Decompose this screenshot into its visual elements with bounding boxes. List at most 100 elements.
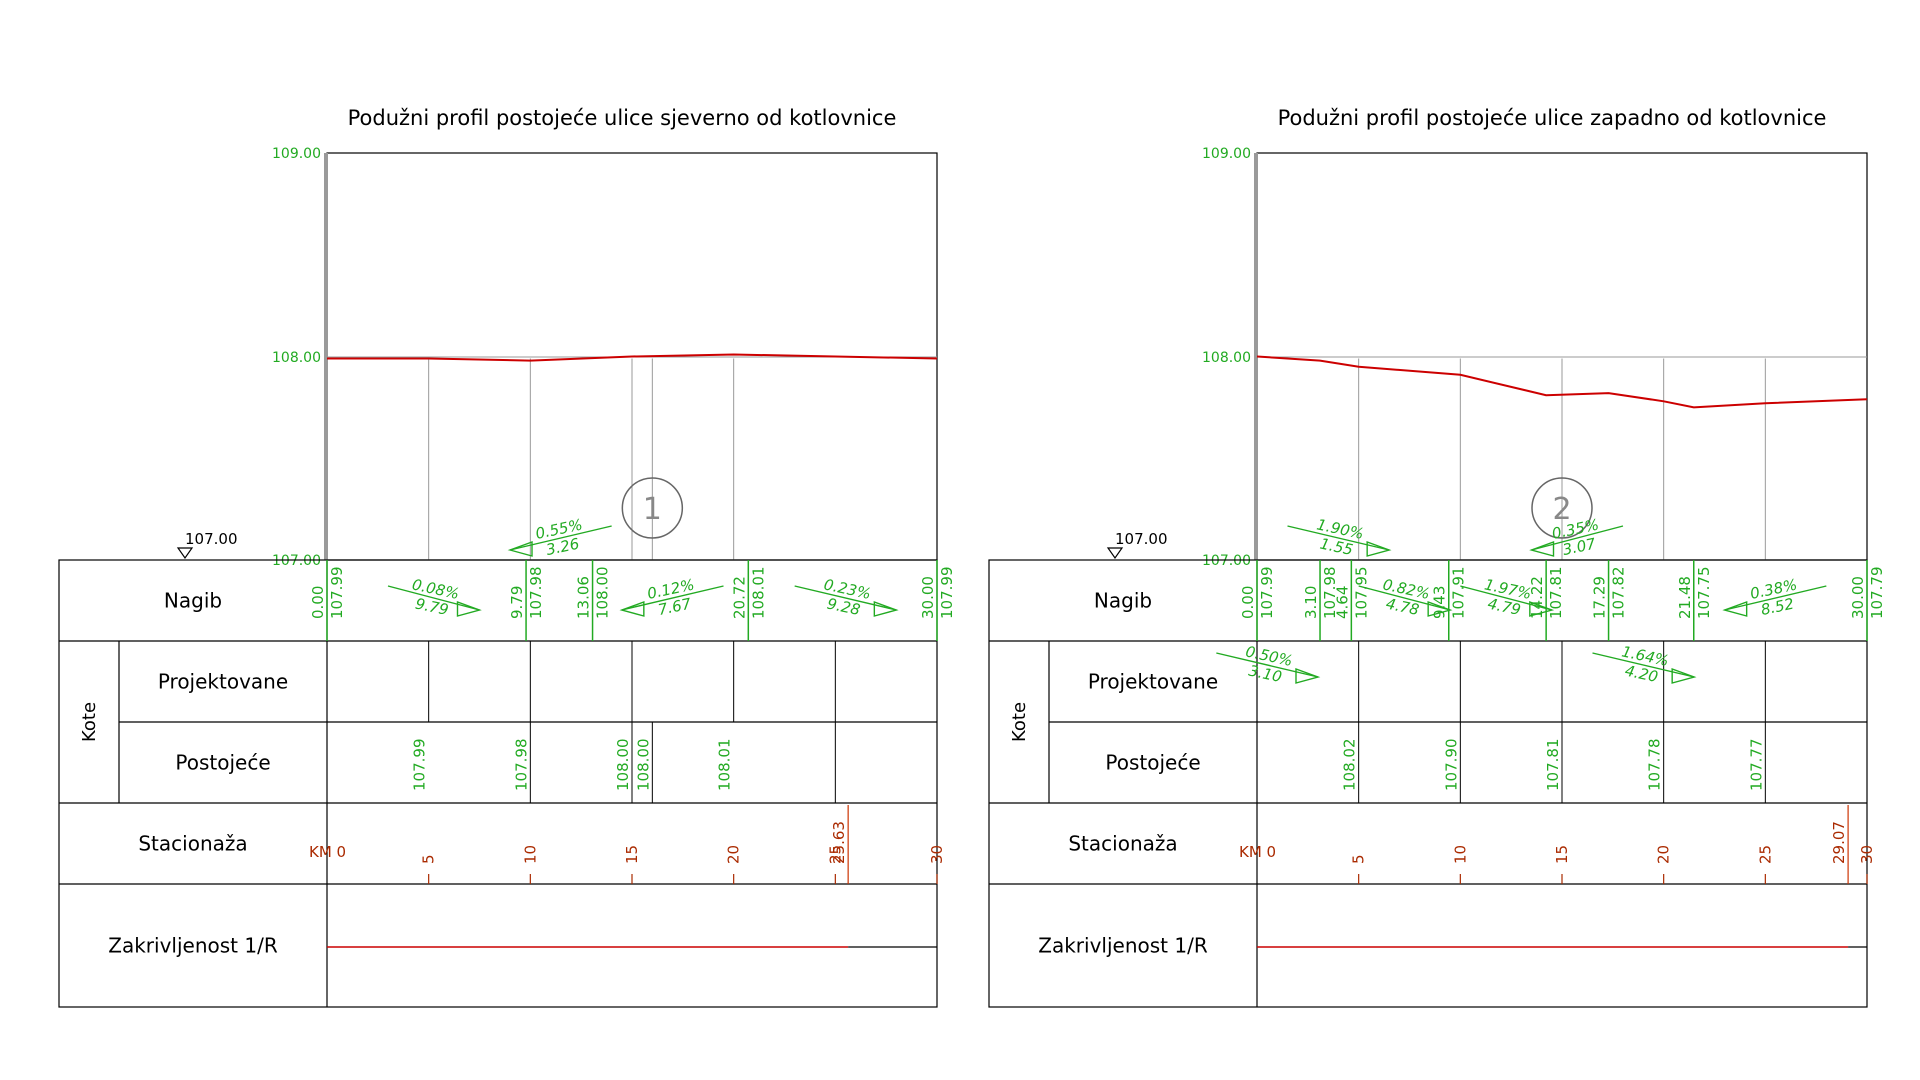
y-tick-label: 108.00: [272, 350, 321, 366]
nagib-elevation-value: 107.75: [1695, 567, 1713, 620]
nagib-elevation-value: 107.79: [1868, 567, 1886, 620]
nagib-station-value: 21.48: [1676, 576, 1694, 619]
slope-annotation: 0.08%9.79: [387, 575, 482, 619]
slope-line: [1460, 585, 1553, 611]
row-label-kote: Kote: [1009, 702, 1030, 742]
row-label-postojece: Postojeće: [175, 751, 270, 775]
nagib-elevation-value: 107.99: [328, 567, 346, 620]
slope-arrow-icon: [507, 541, 533, 557]
slope-annotation: 0.35%3.07: [1529, 515, 1624, 559]
axis-bar: [1254, 153, 1258, 560]
datum-triangle-icon: [176, 547, 194, 560]
postojece-value: 108.01: [716, 739, 734, 792]
terrain-profile-line: [1256, 355, 1868, 409]
slope-arrow-icon: [873, 601, 899, 617]
nagib-elevation-value: 107.98: [527, 567, 545, 620]
slope-arrow-icon: [1671, 668, 1697, 684]
slope-annotation: 0.55%3.26: [507, 515, 612, 559]
datum-label: 107.00: [185, 530, 238, 548]
slope-annotation: 1.90%1.55: [1287, 515, 1392, 559]
band-table-frame: [58, 559, 938, 1008]
slope-line: [1358, 585, 1451, 611]
station-tick-label: 30: [1858, 845, 1876, 864]
nagib-elevation-value: 108.00: [594, 567, 612, 620]
profile-marker-circle: [621, 477, 684, 539]
row-label-nagib: Nagib: [164, 589, 222, 613]
postojece-value: 107.81: [1544, 739, 1562, 792]
nagib-station-value: 0.00: [309, 586, 327, 619]
slope-arrow-icon: [1366, 541, 1392, 557]
nagib-elevation-value: 107.99: [1258, 567, 1276, 620]
slope-arrow-icon: [456, 601, 482, 617]
station-tick-label: 25: [1756, 845, 1774, 864]
y-tick-label: 109.00: [272, 146, 321, 162]
nagib-elevation-value: 107.91: [1450, 567, 1468, 620]
datum-triangle-icon: [1106, 547, 1124, 560]
slope-arrow-icon: [619, 601, 645, 617]
row-label-stacionaza: Stacionaža: [138, 832, 247, 856]
station-tick-label: 5: [1350, 854, 1368, 864]
slope-line: [1216, 652, 1319, 678]
special-station-label: 29.07: [1830, 821, 1848, 864]
station-tick-label: 15: [1553, 845, 1571, 864]
special-station-label: 25.63: [830, 821, 848, 864]
slope-line: [621, 585, 724, 611]
profile-marker-number: 2: [1552, 492, 1571, 527]
postojece-value: 107.78: [1646, 739, 1664, 792]
profile-marker-number: 1: [643, 492, 662, 527]
row-label-zakrivljenost: Zakrivljenost 1/R: [108, 934, 278, 958]
row-label-kote: Kote: [79, 702, 100, 742]
nagib-station-value: 20.72: [730, 576, 748, 619]
postojece-value: 108.00: [634, 739, 652, 792]
nagib-station-value: 17.29: [1591, 576, 1609, 619]
slope-line: [509, 525, 612, 551]
station-tick-label: 25: [826, 845, 844, 864]
row-label-projektovane: Projektovane: [1088, 670, 1218, 694]
y-tick-label: 107.00: [1202, 553, 1251, 569]
slope-annotation: 0.23%9.28: [794, 575, 899, 619]
slope-line: [1592, 652, 1695, 678]
row-label-nagib: Nagib: [1094, 589, 1152, 613]
postojece-value: 108.00: [614, 739, 632, 792]
postojece-value: 107.98: [512, 739, 530, 792]
nagib-station-value: 30.00: [919, 576, 937, 619]
nagib-station-value: 14.22: [1528, 576, 1546, 619]
slope-line: [387, 585, 480, 611]
postojece-value: 108.02: [1341, 739, 1359, 792]
profile-panel-1: Podužni profil postojeće ulice sjeverno …: [58, 106, 956, 1008]
station-tick-label: 10: [521, 845, 539, 864]
terrain-profile-line: [327, 353, 938, 362]
nagib-station-value: 13.06: [575, 576, 593, 619]
slope-annotation: 1.64%4.20: [1592, 642, 1697, 686]
y-tick-label: 107.00: [272, 553, 321, 569]
profile-marker-circle: [1531, 477, 1593, 539]
station-tick-label: 20: [1655, 845, 1673, 864]
nagib-station-value: 30.00: [1849, 576, 1867, 619]
slope-annotation: 0.50%3.10: [1216, 642, 1321, 686]
slope-arrow-icon: [1295, 668, 1321, 684]
slope-line: [1287, 525, 1390, 551]
slope-arrow-icon: [1427, 601, 1453, 617]
row-label-postojece: Postojeće: [1105, 751, 1200, 775]
slope-line: [794, 585, 897, 611]
nagib-station-value: 9.79: [508, 586, 526, 619]
band-table-frame: [988, 559, 1868, 1008]
y-tick-label: 109.00: [1202, 146, 1251, 162]
station-tick-label: 5: [420, 854, 438, 864]
postojece-value: 107.99: [411, 739, 429, 792]
slope-annotation: 0.38%8.52: [1722, 575, 1827, 619]
postojece-value: 107.77: [1747, 739, 1765, 792]
profile-title: Podužni profil postojeće ulice sjeverno …: [348, 106, 897, 130]
slope-line: [1724, 585, 1827, 611]
station-tick-label: 15: [623, 845, 641, 864]
slope-annotation: 0.12%7.67: [619, 575, 724, 619]
row-label-zakrivljenost: Zakrivljenost 1/R: [1038, 934, 1208, 958]
row-label-projektovane: Projektovane: [158, 670, 288, 694]
postojece-value: 107.90: [1442, 739, 1460, 792]
profile-title: Podužni profil postojeće ulice zapadno o…: [1278, 106, 1827, 130]
slope-arrow-icon: [1529, 601, 1555, 617]
nagib-elevation-value: 107.82: [1610, 567, 1628, 620]
station-tick-label: 10: [1451, 845, 1469, 864]
nagib-station-value: 0.00: [1239, 586, 1257, 619]
